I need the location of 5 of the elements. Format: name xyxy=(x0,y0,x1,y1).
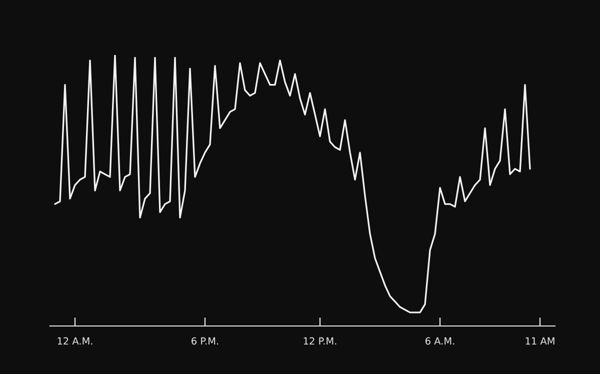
x-tick-label: 11 AM xyxy=(526,337,554,344)
x-tick-label: 12 P.M. xyxy=(304,337,336,344)
x-tick-label: 6 P.M. xyxy=(192,337,218,345)
x-tick-label: 12 A.M. xyxy=(58,337,92,344)
x-tick-label: 6 A.M. xyxy=(426,337,454,345)
